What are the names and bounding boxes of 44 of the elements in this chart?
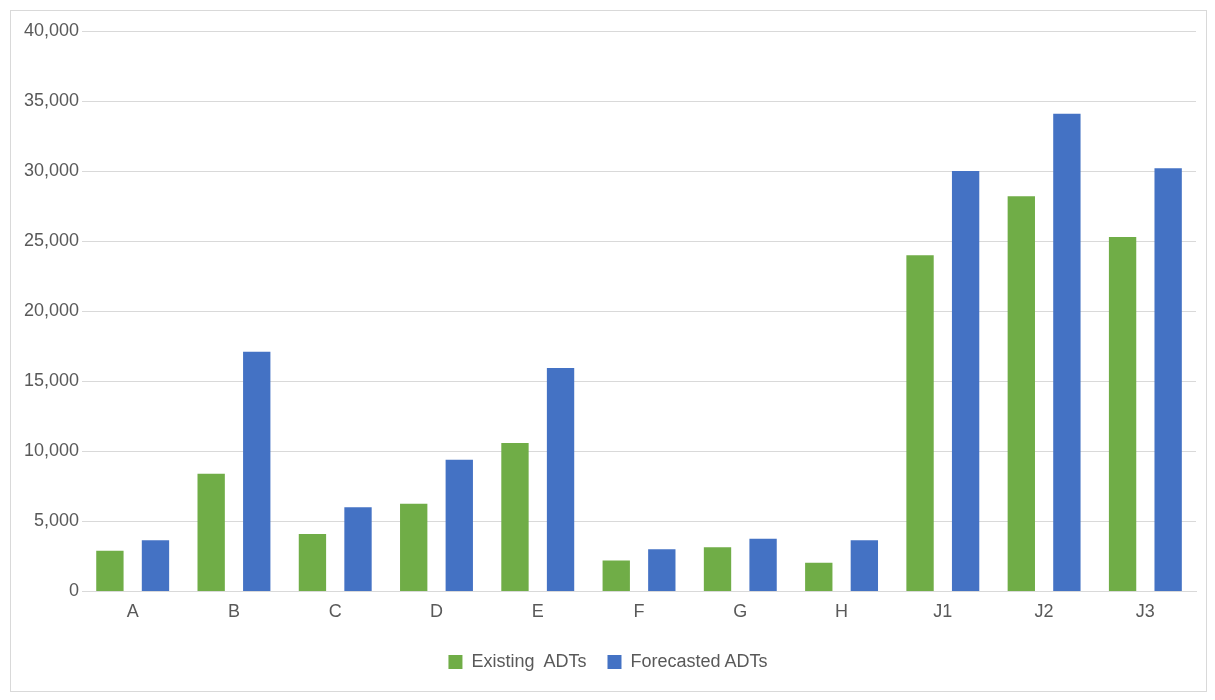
bar bbox=[546, 367, 575, 591]
x-tick-label: F bbox=[633, 601, 645, 622]
y-tick-label: 0 bbox=[69, 580, 80, 601]
x-tick-label: J2 bbox=[1034, 601, 1054, 622]
bar bbox=[298, 533, 327, 591]
bar bbox=[243, 351, 271, 591]
y-tick-label: 25,000 bbox=[23, 230, 80, 251]
bar bbox=[1053, 113, 1081, 591]
bar bbox=[344, 507, 372, 591]
y-tick-label: 35,000 bbox=[23, 90, 80, 111]
bar bbox=[703, 547, 732, 591]
x-tick-label: C bbox=[328, 601, 342, 622]
x-tick-label: A bbox=[126, 601, 139, 622]
bar bbox=[602, 560, 630, 591]
y-tick-label: 5,000 bbox=[34, 510, 80, 531]
y-tick-label: 10,000 bbox=[23, 440, 80, 461]
x-tick-label: J3 bbox=[1135, 601, 1155, 622]
x-tick-label: D bbox=[429, 601, 443, 622]
bar bbox=[749, 538, 777, 591]
y-tick-label: 20,000 bbox=[23, 300, 80, 321]
bar bbox=[141, 540, 170, 591]
bar bbox=[648, 549, 676, 591]
bar bbox=[850, 540, 879, 591]
x-tick-label: E bbox=[531, 601, 544, 622]
legend-label: Existing ADTs bbox=[471, 650, 587, 671]
bar bbox=[96, 550, 124, 591]
y-tick-label: 40,000 bbox=[23, 19, 80, 40]
y-tick-label: 15,000 bbox=[23, 370, 80, 391]
x-tick-label: G bbox=[733, 601, 748, 622]
legend-label: Forecasted ADTs bbox=[630, 650, 768, 671]
bar bbox=[805, 562, 833, 591]
bar bbox=[445, 459, 473, 591]
y-tick-label: 30,000 bbox=[23, 160, 80, 181]
bar bbox=[400, 503, 428, 591]
x-tick-label: B bbox=[227, 601, 240, 622]
bar bbox=[951, 171, 980, 591]
x-tick-label: J1 bbox=[933, 601, 953, 622]
bar bbox=[1154, 168, 1182, 591]
bar bbox=[906, 255, 934, 591]
bar bbox=[501, 442, 529, 591]
bar bbox=[1007, 196, 1035, 591]
bar bbox=[197, 473, 225, 591]
bar bbox=[1108, 236, 1137, 591]
x-tick-label: H bbox=[835, 601, 849, 622]
